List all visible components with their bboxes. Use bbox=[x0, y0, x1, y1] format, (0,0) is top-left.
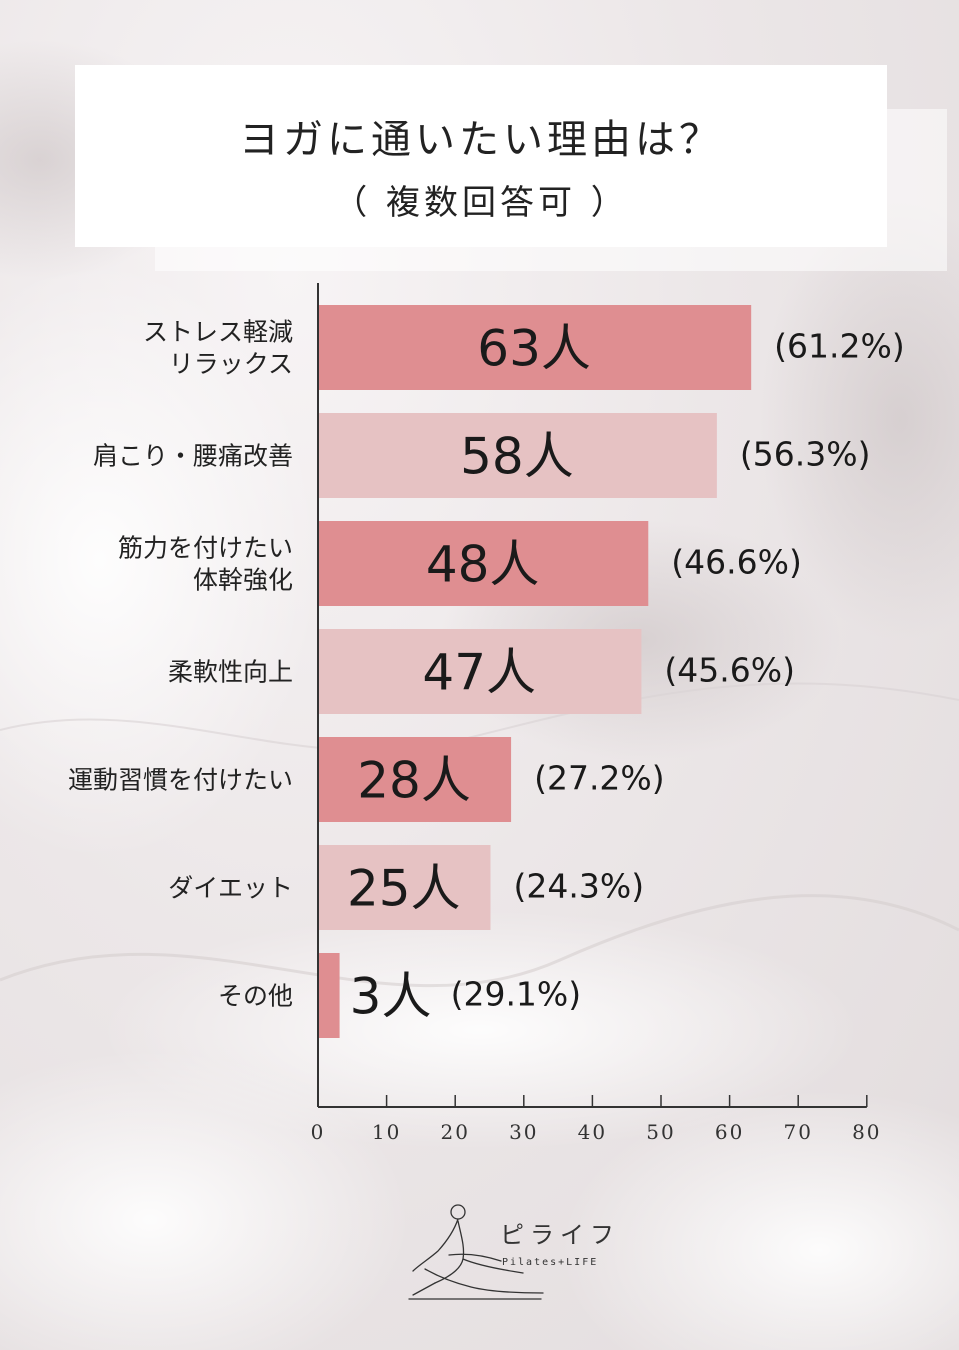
percent-label: (61.2%) bbox=[774, 327, 905, 366]
x-tick-label: 0 bbox=[311, 1120, 326, 1144]
bar bbox=[319, 845, 491, 930]
category-label: リラックス bbox=[169, 350, 293, 379]
brand-logo: ピライフ Pilates+LIFE bbox=[405, 1195, 625, 1305]
category-label: ストレス軽減 bbox=[143, 318, 293, 347]
bar bbox=[319, 629, 642, 714]
value-label: 47人 bbox=[422, 644, 536, 702]
percent-label: (46.6%) bbox=[671, 543, 802, 582]
percent-label: (56.3%) bbox=[740, 435, 871, 474]
percent-label: (29.1%) bbox=[451, 975, 582, 1014]
bar bbox=[319, 305, 752, 390]
value-label: 3人 bbox=[350, 968, 432, 1026]
x-tick-label: 80 bbox=[852, 1120, 881, 1144]
bar bbox=[319, 737, 512, 822]
category-label: 運動習慣を付けたい bbox=[68, 766, 293, 795]
category-label: その他 bbox=[218, 982, 293, 1011]
category-label: 柔軟性向上 bbox=[168, 658, 293, 687]
percent-label: (24.3%) bbox=[514, 867, 645, 906]
category-label: 筋力を付けたい bbox=[118, 534, 293, 563]
logo-name: ピライフ bbox=[500, 1221, 620, 1249]
x-tick-label: 50 bbox=[646, 1120, 675, 1144]
value-label: 28人 bbox=[357, 752, 471, 810]
x-tick-label: 20 bbox=[440, 1120, 469, 1144]
x-tick-label: 10 bbox=[372, 1120, 401, 1144]
value-label: 25人 bbox=[347, 860, 461, 918]
category-label: 体幹強化 bbox=[193, 566, 293, 595]
chart-title: ヨガに通いたい理由は？ bbox=[239, 117, 723, 163]
bar bbox=[319, 953, 340, 1038]
percent-label: (27.2%) bbox=[534, 759, 665, 798]
percent-label: (45.6%) bbox=[664, 651, 795, 690]
x-tick-label: 70 bbox=[783, 1120, 812, 1144]
x-tick-label: 30 bbox=[509, 1120, 538, 1144]
x-tick-label: 60 bbox=[715, 1120, 744, 1144]
logo-subtitle: Pilates+LIFE bbox=[502, 1257, 599, 1268]
value-label: 58人 bbox=[460, 428, 574, 486]
bar bbox=[319, 413, 717, 498]
x-tick-label: 40 bbox=[578, 1120, 607, 1144]
title-card: ヨガに通いたい理由は？ （ 複数回答可 ） bbox=[75, 65, 887, 247]
category-label: ダイエット bbox=[168, 874, 293, 903]
value-label: 63人 bbox=[477, 320, 591, 378]
category-label: 肩こり・腰痛改善 bbox=[93, 442, 293, 471]
bar bbox=[319, 521, 649, 606]
chart-subtitle: （ 複数回答可 ） bbox=[333, 183, 629, 223]
value-label: 48人 bbox=[426, 536, 540, 594]
yoga-figure-icon bbox=[408, 1204, 544, 1300]
